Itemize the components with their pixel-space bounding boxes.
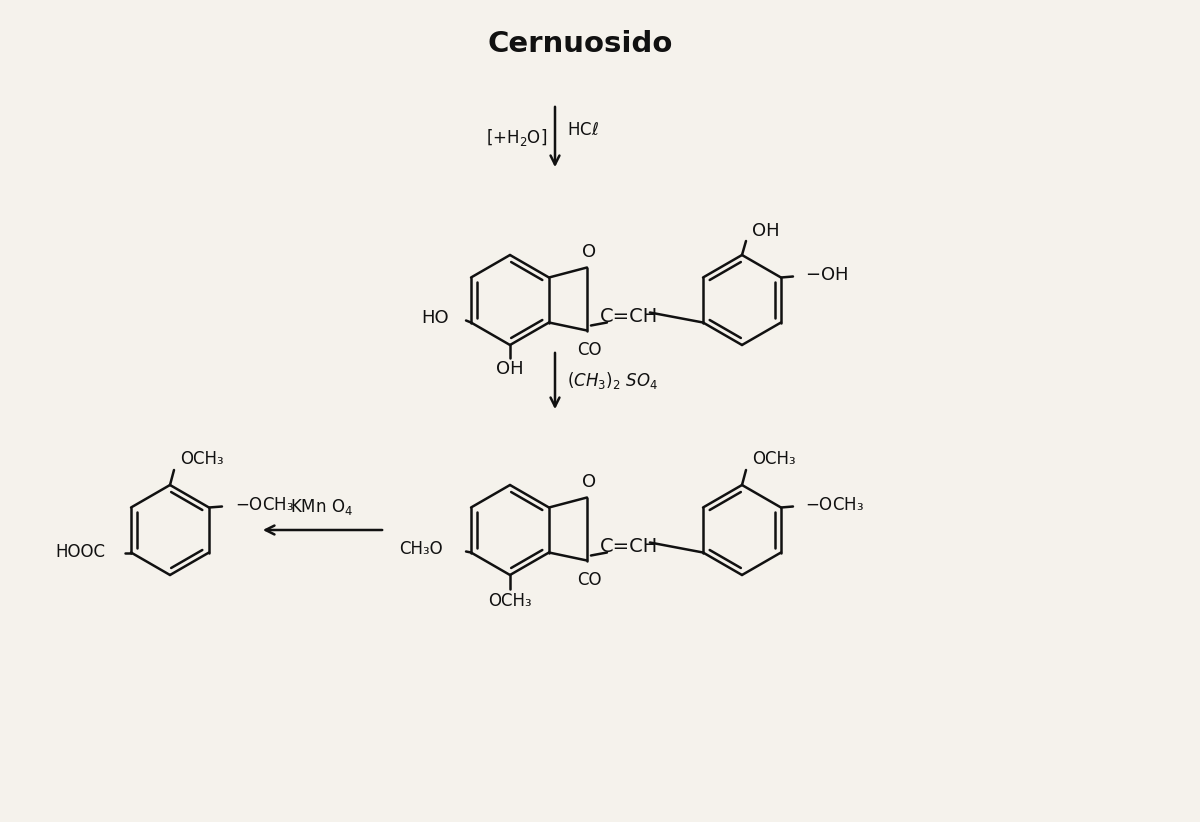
Text: OCH₃: OCH₃ (180, 450, 223, 468)
Text: $\mathrm{HC}\ell$: $\mathrm{HC}\ell$ (568, 121, 599, 139)
Text: $\mathrm{KMn}\ \mathrm{O_4}$: $\mathrm{KMn}\ \mathrm{O_4}$ (290, 497, 354, 517)
Text: $-$OCH₃: $-$OCH₃ (805, 496, 864, 514)
Text: O: O (582, 473, 596, 491)
Text: C=CH: C=CH (600, 307, 658, 326)
Text: OH: OH (752, 222, 780, 240)
Text: CO: CO (577, 340, 601, 358)
Text: $-$OH: $-$OH (805, 266, 848, 284)
Text: O: O (582, 242, 596, 261)
Text: CH₃O: CH₃O (400, 539, 443, 557)
Text: CO: CO (577, 570, 601, 589)
Text: OH: OH (496, 360, 524, 378)
Text: $-$OCH₃: $-$OCH₃ (235, 496, 294, 514)
Text: OCH₃: OCH₃ (488, 592, 532, 610)
Text: Cernuosido: Cernuosido (487, 30, 673, 58)
Text: HOOC: HOOC (55, 543, 106, 561)
Text: OCH₃: OCH₃ (752, 450, 796, 468)
Text: $[+\mathrm{H_2O}]$: $[+\mathrm{H_2O}]$ (486, 127, 547, 147)
Text: C=CH: C=CH (600, 537, 658, 556)
Text: HO: HO (421, 308, 449, 326)
Text: $(CH_3)_2\ SO_4$: $(CH_3)_2\ SO_4$ (568, 370, 658, 390)
